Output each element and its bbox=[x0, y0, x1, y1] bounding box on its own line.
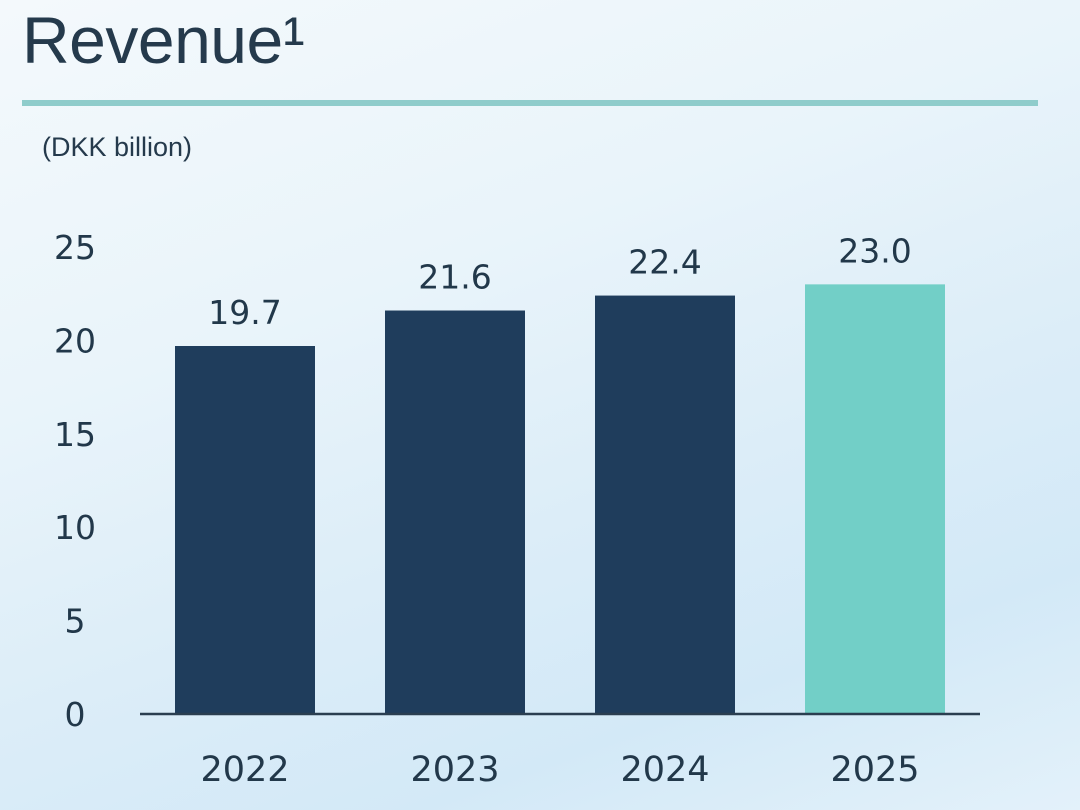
y-tick-label: 15 bbox=[54, 415, 96, 454]
bar-2025 bbox=[805, 284, 945, 714]
bar-2022 bbox=[175, 346, 315, 714]
chart-title: Revenue¹ bbox=[22, 3, 305, 77]
bar-2024 bbox=[595, 295, 735, 714]
bar-2023 bbox=[385, 310, 525, 714]
x-tick-label: 2022 bbox=[200, 750, 289, 790]
y-tick-label: 10 bbox=[54, 508, 96, 547]
title-divider bbox=[22, 100, 1038, 106]
y-tick-label: 25 bbox=[54, 228, 96, 267]
x-tick-label: 2023 bbox=[410, 750, 499, 790]
y-axis-unit-label: (DKK billion) bbox=[42, 132, 193, 162]
y-tick-label: 20 bbox=[54, 321, 96, 360]
data-label: 22.4 bbox=[628, 243, 701, 282]
y-tick-label: 5 bbox=[65, 602, 86, 641]
y-tick-label: 0 bbox=[65, 695, 86, 734]
x-tick-label: 2025 bbox=[830, 750, 919, 790]
data-label: 23.0 bbox=[838, 231, 911, 270]
data-label: 19.7 bbox=[208, 293, 281, 332]
x-tick-label: 2024 bbox=[620, 750, 709, 790]
data-label: 21.6 bbox=[418, 258, 491, 297]
